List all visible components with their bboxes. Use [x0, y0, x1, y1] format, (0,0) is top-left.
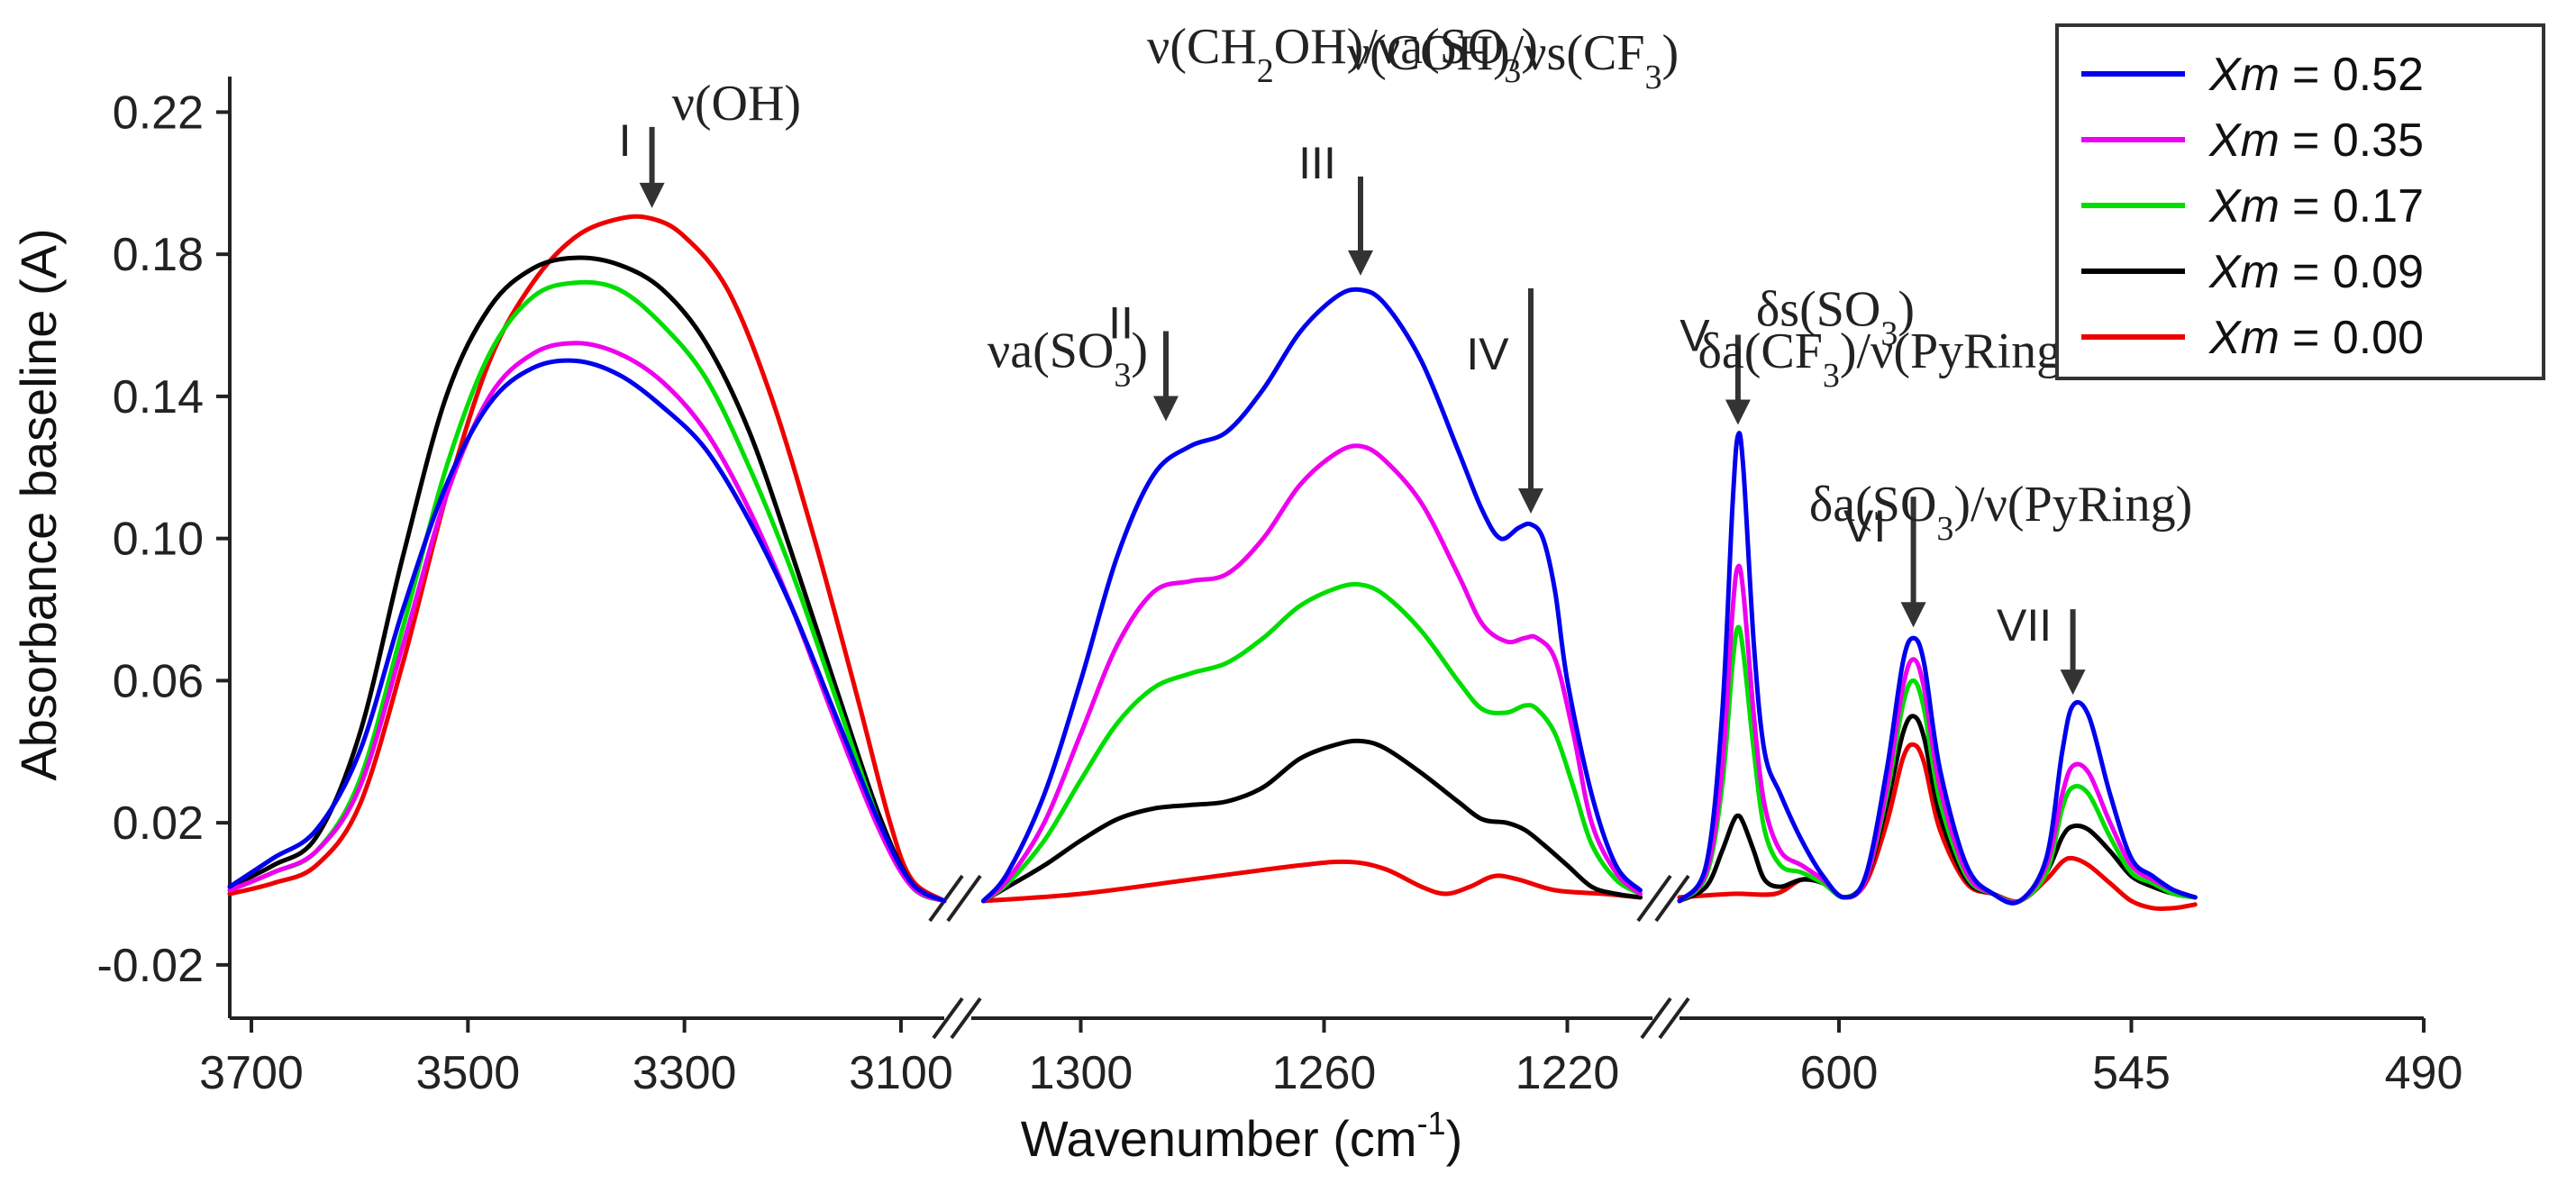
- legend-var: Xm: [2208, 114, 2280, 167]
- annotation-arrow-head: [1348, 250, 1373, 276]
- plot-area: [228, 77, 2424, 1040]
- series-line-xm-009-seg1: [227, 255, 947, 904]
- legend-value: = 0.52: [2292, 49, 2424, 101]
- series-line-xm-017-seg2: [981, 581, 1643, 904]
- x-tick-label: 1300: [1029, 1047, 1133, 1099]
- legend-var: Xm: [2208, 312, 2280, 364]
- annotation-numeral: III: [1298, 138, 1336, 188]
- curve-break-2: [1636, 874, 1690, 923]
- annotation-label: ν(OH): [672, 76, 802, 132]
- y-ticks: 0.22 0.18 0.14 0.10 0.06 0.02 -0.02: [96, 87, 230, 992]
- x-axis-break-2: [1640, 997, 1690, 1040]
- series-line-xm-000-seg1: [227, 214, 947, 904]
- annotation-arrow-head: [1900, 602, 1926, 628]
- legend-var: Xm: [2208, 246, 2280, 298]
- x-axis-break-1: [932, 997, 982, 1040]
- curve-break-1: [928, 874, 982, 923]
- x-ticks: 3700 3500 3300 3100 1300 1260 1220 600 545 490: [199, 1018, 2462, 1099]
- annotation-arrow-head: [639, 182, 665, 208]
- annotation-arrow-head: [1153, 396, 1179, 422]
- legend-value: = 0.17: [2292, 180, 2424, 232]
- y-tick-label: 0.14: [113, 371, 204, 423]
- series-line-xm-052-seg1: [227, 358, 947, 904]
- y-tick-label: 0.06: [113, 655, 204, 707]
- annotation-label: δa(CF3)/ν(PyRing): [1698, 323, 2078, 395]
- annotation-label: ν(CH2OH)/νa(SO3): [1147, 19, 1538, 90]
- annotation-label: ν(COH)/νs(CF3): [1347, 25, 1679, 96]
- legend-value: = 0.35: [2292, 114, 2424, 167]
- y-axis-title: Absorbance baseline (A): [10, 228, 67, 780]
- legend-value: = 0.09: [2292, 246, 2424, 298]
- legend-label: Xm = 0.00: [2208, 312, 2424, 364]
- annotation-numeral: VI: [1843, 501, 1886, 551]
- x-tick-label: 1260: [1272, 1047, 1377, 1099]
- series-line-xm-009-seg2: [981, 738, 1643, 904]
- series-line-xm-052-seg2: [981, 287, 1643, 904]
- annotation-arrow-head: [1725, 399, 1751, 425]
- x-axis-title-close: ): [1446, 1110, 1463, 1167]
- y-tick-label: 0.10: [113, 514, 204, 566]
- series-line-xm-035-seg1: [227, 341, 947, 904]
- annotation-numeral: VII: [1997, 600, 2052, 651]
- legend-label: Xm = 0.35: [2208, 114, 2424, 167]
- series-line-xm-000-seg2: [981, 859, 1643, 904]
- annotation-label: νa(SO3): [988, 323, 1148, 395]
- annotation-numeral: V: [1679, 310, 1710, 360]
- annotation-arrow-head: [1518, 488, 1543, 515]
- y-tick-label: 0.22: [113, 87, 204, 139]
- series-line-xm-009-seg3: [1677, 714, 2198, 905]
- x-axis-title-main: Wavenumber (cm: [1021, 1110, 1417, 1167]
- y-tick-label: 0.02: [113, 797, 204, 850]
- series-line-xm-017-seg3: [1677, 624, 2198, 905]
- annotation-numeral: IV: [1466, 329, 1509, 379]
- annotation-label: δs(SO3): [1756, 281, 1915, 352]
- legend-var: Xm: [2208, 180, 2280, 232]
- legend-box: [2055, 23, 2545, 380]
- x-tick-label: 490: [2385, 1047, 2463, 1099]
- series-line-xm-035-seg3: [1677, 563, 2198, 906]
- legend-label: Xm = 0.09: [2208, 246, 2424, 298]
- x-tick-label: 545: [2092, 1047, 2171, 1099]
- annotation-numeral: II: [1108, 298, 1133, 349]
- legend-label: Xm = 0.17: [2208, 180, 2424, 232]
- series-line-xm-052-seg3: [1677, 431, 2198, 906]
- annotation-numeral: I: [619, 115, 632, 166]
- series-lines: [227, 214, 2198, 912]
- legend-value: = 0.00: [2292, 312, 2424, 364]
- x-tick-label: 3300: [633, 1047, 737, 1099]
- y-tick-label: -0.02: [96, 940, 204, 992]
- x-tick-label: 1220: [1516, 1047, 1620, 1099]
- y-tick-label: 0.18: [113, 229, 204, 281]
- x-axis-title: Wavenumber (cm-1): [1021, 1105, 1462, 1167]
- series-line-xm-035-seg2: [981, 443, 1643, 904]
- x-axis-title-sup: -1: [1417, 1105, 1446, 1142]
- x-tick-label: 3700: [199, 1047, 304, 1099]
- x-tick-label: 600: [1800, 1047, 1879, 1099]
- legend-label: Xm = 0.52: [2208, 49, 2424, 101]
- series-line-xm-017-seg1: [227, 279, 947, 904]
- x-tick-label: 3500: [415, 1047, 520, 1099]
- x-tick-label: 3100: [849, 1047, 953, 1099]
- legend-var: Xm: [2208, 49, 2280, 101]
- annotation-arrow-head: [2060, 669, 2086, 696]
- annotation-label: δa(SO3)/ν(PyRing): [1809, 477, 2192, 548]
